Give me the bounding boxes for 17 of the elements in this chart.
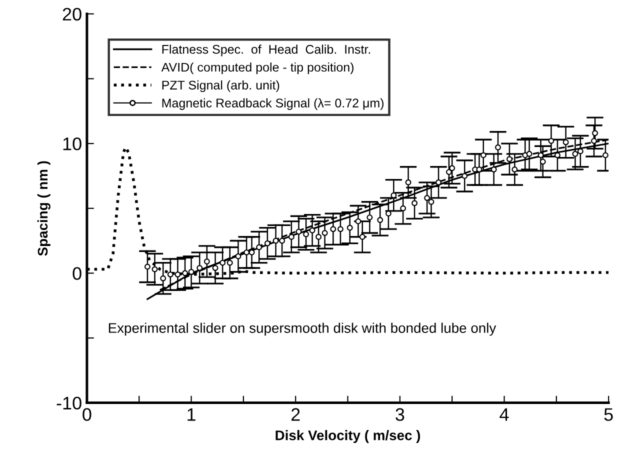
y-tick-label: -10 <box>56 396 82 410</box>
legend-label: Magnetic Readback Signal (λ= 0.72 μm) <box>162 98 384 110</box>
legend-label: AVID( computed pole - tip position) <box>161 62 354 74</box>
legend-label: PZT Signal (arb. unit) <box>162 80 280 92</box>
y-tick-label: 10 <box>63 137 82 150</box>
x-tick-label: 3 <box>396 408 404 421</box>
x-tick-label: 2 <box>291 408 300 421</box>
y-tick-label: 20 <box>62 8 82 21</box>
x-tick-label: 4 <box>500 408 509 421</box>
y-axis-title: Spacing ( nm ) <box>37 161 50 256</box>
x-axis-title: Disk Velocity ( m/sec ) <box>276 430 420 444</box>
y-tick-label: 0 <box>72 267 82 280</box>
x-tick-label: 0 <box>82 408 92 421</box>
x-tick-label: 5 <box>604 408 613 421</box>
legend-label: Flatness Spec. of Head Calib. Instr. <box>162 44 370 56</box>
annotation: Experimental slider on supersmooth disk with bonded lube only <box>108 322 496 336</box>
x-tick-label: 1 <box>188 408 196 421</box>
